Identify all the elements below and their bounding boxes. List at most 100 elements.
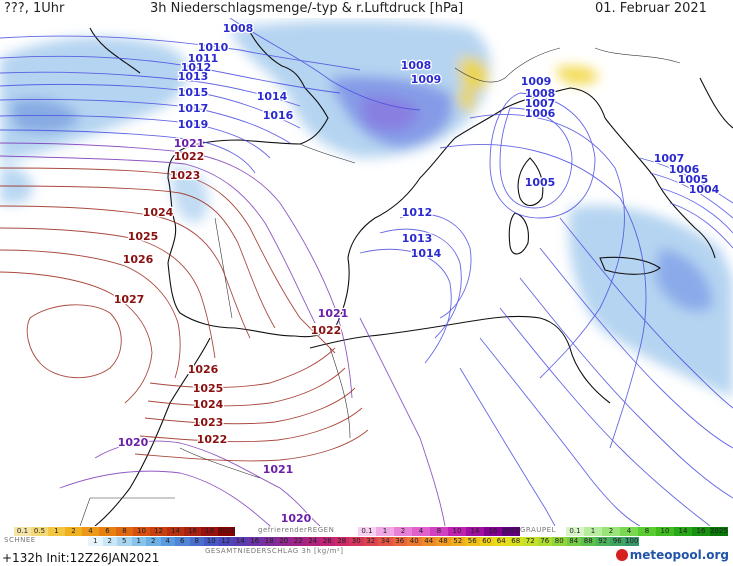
isobar-label: 1013: [178, 70, 209, 83]
isobar-label: 1009: [411, 73, 442, 86]
isobar-label: 1015: [178, 86, 209, 99]
isobar-label: 1011: [188, 52, 219, 65]
legend-swatch: 4: [160, 537, 175, 546]
isobar-label: 1016: [263, 109, 294, 122]
freezing-rain-label: gefrierenderREGEN: [258, 526, 335, 534]
legend-swatch: 68: [508, 537, 523, 546]
legend-swatch: 32: [363, 537, 378, 546]
graupel-label: GRAUPEL: [520, 526, 556, 534]
legend-swatch: 0.1: [358, 527, 376, 536]
isobar-label: 1008: [223, 22, 254, 35]
legend-swatch: 10: [133, 527, 150, 536]
legend-swatch: 12: [218, 537, 233, 546]
legend-swatch: 84: [566, 537, 581, 546]
logo-icon: [615, 549, 628, 561]
legend-swatch: 8: [638, 527, 656, 536]
legend-swatch: 16: [184, 527, 201, 536]
isobar-label: 1004: [689, 183, 720, 196]
legend-swatch: 52: [450, 537, 465, 546]
legend-swatch: 30: [349, 537, 364, 546]
isobar-label: 1017: [178, 102, 209, 115]
isobar-label: 1024: [193, 398, 224, 411]
pressure-labels-blue: 1008101010111012101310151017101910141016…: [176, 21, 720, 262]
legend-swatch: 10: [656, 527, 674, 536]
legend-swatch: 92: [595, 537, 610, 546]
legend-swatch: 10: [448, 527, 466, 536]
meteopool-logo[interactable]: meteopool.org: [615, 548, 729, 562]
pressure-labels-red: 1022 1023 1024 1025 1026 1027 1022 1026 1025 1024…: [112, 149, 342, 448]
isobar-label: 1006: [669, 163, 700, 176]
legend-swatch: 5: [117, 537, 132, 546]
isobar-label: 1027: [114, 293, 145, 306]
isobar-label: 1012: [402, 206, 433, 219]
isobar-label: 1019: [178, 118, 209, 131]
isobar-label: 1008: [525, 87, 556, 100]
legend-swatch: 88: [581, 537, 596, 546]
isobar-label: 1005: [678, 173, 709, 186]
legend-swatch: 18: [201, 527, 218, 536]
legend-swatch: 2025+: [710, 527, 728, 536]
legend-swatch: 56: [465, 537, 480, 546]
legend-swatch: 4: [412, 527, 430, 536]
isobar-label: 1013: [402, 232, 433, 245]
legend-swatch: 64: [494, 537, 509, 546]
legend-swatch: 20: [276, 537, 291, 546]
isobars-red: [0, 167, 369, 462]
total-precip-label: GESAMTNIEDERSCHLAG 3h [kg/m²]: [205, 547, 344, 555]
isobar-label: 1023: [170, 169, 201, 182]
legend-swatch: 1: [376, 527, 394, 536]
legend-swatch: 28: [334, 537, 349, 546]
legend-swatch: 22: [291, 537, 306, 546]
isobars-purple: [0, 142, 446, 526]
isobar-label: 1021: [263, 463, 294, 476]
legend-swatch: 48: [436, 537, 451, 546]
legend-swatch: 80: [552, 537, 567, 546]
isobar-label: 1021: [318, 307, 349, 320]
legend-swatch: 1: [48, 527, 65, 536]
legend-swatch: 2025+: [218, 527, 235, 536]
isobar-label: 1022: [311, 324, 342, 337]
isobar-label: 1014: [257, 90, 288, 103]
legend-swatch: 16: [247, 537, 262, 546]
isobar-label: 1020: [118, 436, 149, 449]
isobar-label: 1005: [525, 176, 556, 189]
legend-swatch: 34: [378, 537, 393, 546]
isobar-label: 1012: [181, 61, 212, 74]
isobar-label: 1026: [123, 253, 154, 266]
legend-swatch: 18: [262, 537, 277, 546]
legend-swatch: 8: [430, 527, 448, 536]
legend-swatch: 8: [116, 527, 133, 536]
legend-swatch: 1: [131, 537, 146, 546]
legend-swatch: 16: [484, 527, 502, 536]
map-header: ???, 1Uhr 3h Niederschlagsmenge/-typ & r…: [0, 0, 733, 18]
isobar-label: 1009: [521, 75, 552, 88]
country-borders: [79, 47, 681, 526]
legend-swatch: 96: [610, 537, 625, 546]
legend-swatch: 36: [392, 537, 407, 546]
legend-swatch: 60: [479, 537, 494, 546]
run-label: ???, 1Uhr: [4, 1, 65, 16]
isobar-label: 1022: [174, 150, 205, 163]
legend-swatch: 14: [233, 537, 248, 546]
legend-swatch: 4: [82, 527, 99, 536]
isobar-label: 1021: [174, 137, 205, 150]
legend-swatch: 14: [466, 527, 484, 536]
snow-label: SCHNEE: [4, 536, 36, 544]
isobars-blue: [0, 18, 733, 526]
forecast-init-label: +132h Init:12Z26JAN2021: [2, 551, 160, 565]
legend-swatch: 0.1: [14, 527, 31, 536]
legend-swatch: 2: [65, 527, 82, 536]
map-title: 3h Niederschlagsmenge/-typ & r.Luftdruck…: [150, 1, 464, 16]
legend-swatch: 2: [394, 527, 412, 536]
legend-swatch: 26: [320, 537, 335, 546]
legend-swatch: 2: [146, 537, 161, 546]
isobar-label: 1023: [193, 416, 224, 429]
isobar-label: 1024: [143, 206, 174, 219]
isobar-label: 1025: [128, 230, 159, 243]
legend-swatch: 10: [204, 537, 219, 546]
legend-swatch: 76: [537, 537, 552, 546]
valid-date: 01. Februar 2021: [595, 1, 707, 16]
legend-swatch: 100: [624, 537, 639, 546]
